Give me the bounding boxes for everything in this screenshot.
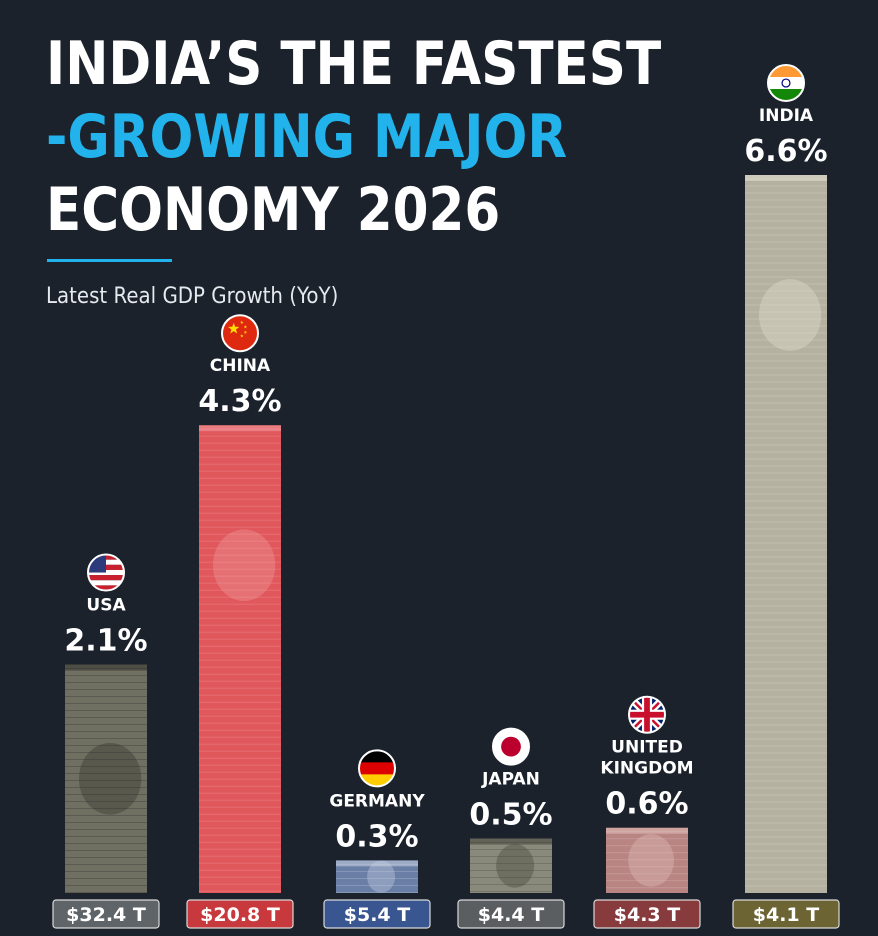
value-label-china: 4.3%	[198, 384, 281, 419]
bar-texture-germany	[336, 860, 418, 893]
bar-texture-japan	[470, 838, 552, 893]
bar-texture-usa	[65, 664, 147, 893]
bar-japan	[470, 838, 552, 893]
value-label-japan: 0.5%	[469, 798, 552, 833]
category-label-japan: JAPAN	[481, 770, 540, 790]
chart-title: INDIA’S THE FASTEST -GROWING MAJOR ECONO…	[46, 28, 661, 247]
bars-group: 2.1% USA $32.4 T 4.3% CHINA $20.8 T 0.3% GERMAN…	[52, 64, 840, 929]
bar-group-india: 6.6% INDIA $4.1 T	[732, 64, 840, 929]
category-label-china: CHINA	[210, 356, 271, 376]
category-label-germany: GERMANY	[329, 791, 425, 811]
value-label-usa: 2.1%	[64, 624, 147, 659]
title-line-2: -GROWING MAJOR	[46, 102, 568, 172]
category-label-united-kingdom-line-2: KINGDOM	[600, 759, 693, 779]
bar-united-kingdom	[606, 827, 688, 893]
bar-group-japan: 0.5% JAPAN $4.4 T	[457, 727, 565, 929]
bar-india	[745, 175, 827, 893]
gdp-label-united-kingdom: $4.3 T	[614, 904, 680, 926]
bar-texture-united-kingdom	[606, 827, 688, 889]
category-label-united-kingdom-line-1: UNITED	[611, 738, 683, 758]
gdp-label-india: $4.1 T	[753, 904, 819, 926]
value-label-india: 6.6%	[744, 134, 827, 169]
value-label-united-kingdom: 0.6%	[605, 787, 688, 822]
category-label-india: INDIA	[759, 106, 814, 126]
japan-flag-icon	[492, 727, 530, 766]
gdp-pill-japan	[457, 899, 565, 929]
bar-usa	[65, 664, 147, 893]
value-label-germany: 0.3%	[335, 819, 418, 854]
gdp-pill-india	[732, 899, 840, 929]
chart-subtitle: Latest Real GDP Growth (YoY)	[46, 284, 339, 309]
china-flag-icon	[221, 314, 259, 353]
bar-group-usa: 2.1% USA $32.4 T	[52, 553, 160, 929]
category-label-usa: USA	[86, 596, 126, 616]
india-flag-icon	[767, 64, 805, 102]
gdp-pill-china	[186, 899, 294, 929]
title-line-3: ECONOMY 2026	[46, 175, 501, 245]
bar-texture-china	[199, 425, 281, 892]
title-line-1: INDIA’S THE FASTEST	[46, 29, 662, 99]
us-flag-icon	[87, 553, 125, 592]
gdp-label-china: $20.8 T	[200, 904, 280, 926]
bar-texture-india	[745, 175, 827, 887]
title-underline	[47, 259, 172, 262]
gdp-pill-usa	[52, 899, 160, 929]
bar-china	[199, 425, 281, 893]
uk-flag-icon	[628, 695, 666, 734]
gdp-label-japan: $4.4 T	[478, 904, 544, 926]
gdp-pill-united-kingdom	[593, 899, 701, 929]
gdp-pill-germany	[323, 899, 431, 929]
gdp-label-germany: $5.4 T	[344, 904, 410, 926]
germany-flag-icon	[358, 749, 396, 788]
bar-group-china: 4.3% CHINA $20.8 T	[186, 314, 294, 929]
bar-group-germany: 0.3% GERMANY $5.4 T	[323, 749, 431, 929]
gdp-label-usa: $32.4 T	[66, 904, 146, 926]
